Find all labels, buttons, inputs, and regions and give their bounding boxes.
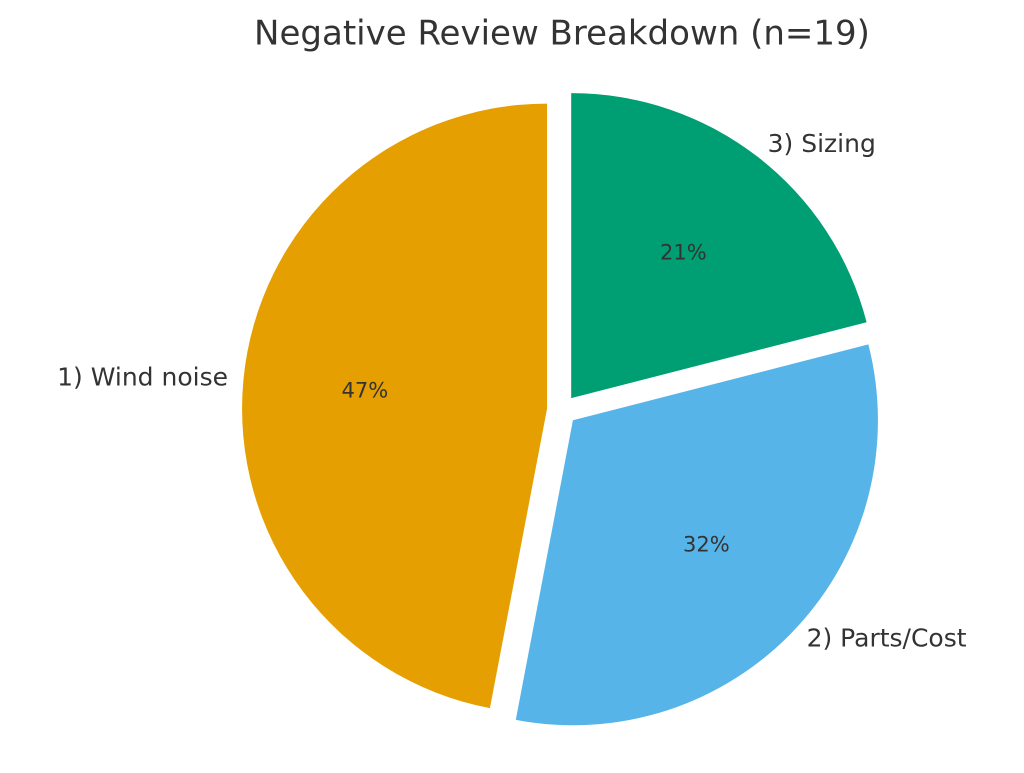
value-label: 21% bbox=[660, 241, 707, 265]
slice-label: 1) Wind noise bbox=[57, 362, 228, 391]
slice-label: 3) Sizing bbox=[768, 129, 876, 158]
value-label: 47% bbox=[342, 378, 389, 402]
value-label: 32% bbox=[683, 533, 730, 557]
pie-slice bbox=[515, 344, 878, 726]
pie-slice bbox=[571, 93, 867, 399]
slice-label: 2) Parts/Cost bbox=[807, 624, 967, 653]
chart-title: Negative Review Breakdown (n=19) bbox=[254, 14, 870, 54]
pie-slice bbox=[242, 103, 548, 709]
